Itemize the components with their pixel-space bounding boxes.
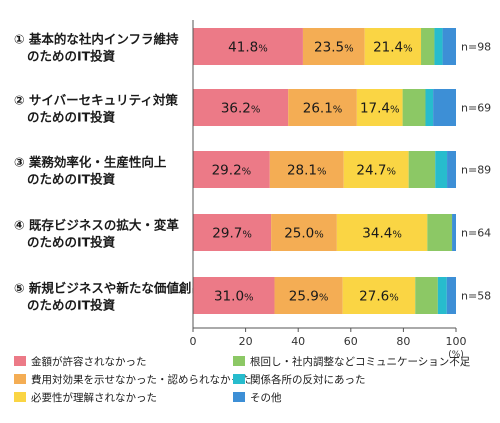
data-label: 31.0%	[214, 289, 254, 305]
data-label-unit: %	[317, 167, 327, 178]
bar-segment	[356, 89, 403, 126]
data-label-unit: %	[242, 167, 252, 178]
bar-segment	[437, 277, 447, 314]
category-label-line2: のためのIT投資	[27, 235, 116, 250]
bar-segment	[402, 89, 426, 126]
category-label-line1: ④ 既存ビジネスの拡大・変革	[14, 218, 179, 233]
bar-segment	[271, 214, 337, 251]
bar-segment	[364, 28, 422, 65]
bar-segment	[269, 151, 344, 188]
bar-segment	[302, 28, 365, 65]
category-label-line1: ② サイバーセキュリティ対策	[14, 93, 178, 108]
data-label-unit: %	[390, 105, 400, 116]
bar-segment	[288, 89, 357, 126]
n-label: n=89	[461, 164, 491, 177]
legend-label: 関係各所の反対にあった	[250, 373, 366, 386]
data-label: 28.1%	[287, 163, 327, 179]
bar-segment	[193, 277, 275, 314]
bar-area: 41.8% 23.5% 21.4% 36.2% 26.1% 17.4% 29.2% 28.1%…	[193, 28, 456, 314]
data-label: 26.1%	[303, 101, 343, 117]
bar-segment	[452, 214, 456, 251]
data-label: 27.6%	[359, 289, 399, 305]
bar-segment	[446, 277, 456, 314]
legend-swatch	[233, 392, 245, 402]
bar-segment	[427, 214, 453, 251]
n-label: n=58	[461, 290, 491, 303]
data-label: 24.7%	[356, 163, 396, 179]
data-label-unit: %	[403, 44, 413, 55]
bar-segment	[193, 89, 289, 126]
legend-swatch	[14, 374, 26, 384]
data-label: 36.2%	[221, 101, 261, 117]
bar-segment	[193, 214, 272, 251]
legend-swatch	[233, 374, 245, 384]
bar-segment	[343, 151, 409, 188]
bar-segment	[415, 277, 438, 314]
legend-label: その他	[250, 391, 282, 404]
bar-segment	[435, 151, 448, 188]
legend: 金額が許容されなかった費用対効果を示せなかった・認められなかった必要性が理解され…	[14, 355, 471, 404]
x-tick-label: 80	[396, 335, 410, 348]
bar-segment	[434, 28, 443, 65]
legend-swatch	[233, 356, 245, 366]
x-tick-label: 100	[446, 335, 467, 348]
bar-segment	[342, 277, 416, 314]
legend-label: 根回し・社内調整などコミュニケーション不足	[250, 355, 471, 368]
data-label-unit: %	[242, 230, 252, 241]
category-label-line1: ① 基本的な社内インフラ維持	[14, 32, 179, 47]
data-label: 23.5%	[314, 40, 354, 56]
bar-segment	[274, 277, 343, 314]
x-tick-label: 40	[291, 335, 305, 348]
bar-segment	[447, 151, 456, 188]
data-label: 41.8%	[228, 40, 268, 56]
category-label-line2: のためのIT投資	[27, 110, 116, 125]
n-labels: n=98 n=69 n=89 n=64 n=58	[461, 41, 491, 303]
bar-segment	[408, 151, 436, 188]
n-label: n=69	[461, 102, 491, 115]
bar-segment	[442, 28, 456, 65]
bar-segment	[433, 89, 456, 126]
category-label-line2: のためのIT投資	[27, 298, 116, 313]
x-tick-label: 60	[344, 335, 358, 348]
data-label: 17.4%	[360, 101, 400, 117]
data-label: 34.4%	[362, 226, 402, 242]
data-label-unit: %	[251, 105, 261, 116]
x-axis-unit: (%)	[448, 350, 464, 360]
data-label: 29.7%	[212, 226, 252, 242]
data-label-unit: %	[244, 293, 254, 304]
category-label-line1: ⑤ 新規ビジネスや新たな価値創出	[14, 281, 204, 296]
data-label: 29.2%	[212, 163, 252, 179]
data-label: 25.0%	[284, 226, 324, 242]
n-label: n=64	[461, 227, 491, 240]
category-label-line2: のためのIT投資	[27, 49, 116, 64]
bar-segment	[336, 214, 428, 251]
x-axis: 0 20 40 60 80 100 (%)	[190, 20, 467, 360]
data-label: 21.4%	[373, 40, 413, 56]
x-tick-label: 0	[190, 335, 197, 348]
data-label-unit: %	[389, 293, 399, 304]
data-label-unit: %	[392, 230, 402, 241]
bar-segment	[425, 89, 434, 126]
data-label-unit: %	[319, 293, 329, 304]
legend-swatch	[14, 356, 26, 366]
bar-segment	[421, 28, 435, 65]
n-label: n=98	[461, 41, 491, 54]
category-label-line1: ③ 業務効率化・生産性向上	[14, 155, 167, 170]
bar-segment	[193, 28, 303, 65]
data-label: 25.9%	[289, 289, 329, 305]
data-label-unit: %	[258, 44, 268, 55]
data-label-unit: %	[333, 105, 343, 116]
legend-label: 費用対効果を示せなかった・認められなかった	[31, 373, 252, 386]
bar-segment	[193, 151, 270, 188]
legend-label: 金額が許容されなかった	[31, 355, 147, 368]
data-label-unit: %	[344, 44, 354, 55]
x-tick-label: 20	[239, 335, 253, 348]
data-label-unit: %	[386, 167, 396, 178]
legend-label: 必要性が理解されなかった	[31, 391, 157, 404]
category-label-line2: のためのIT投資	[27, 172, 116, 187]
data-label-unit: %	[314, 230, 324, 241]
legend-swatch	[14, 392, 26, 402]
